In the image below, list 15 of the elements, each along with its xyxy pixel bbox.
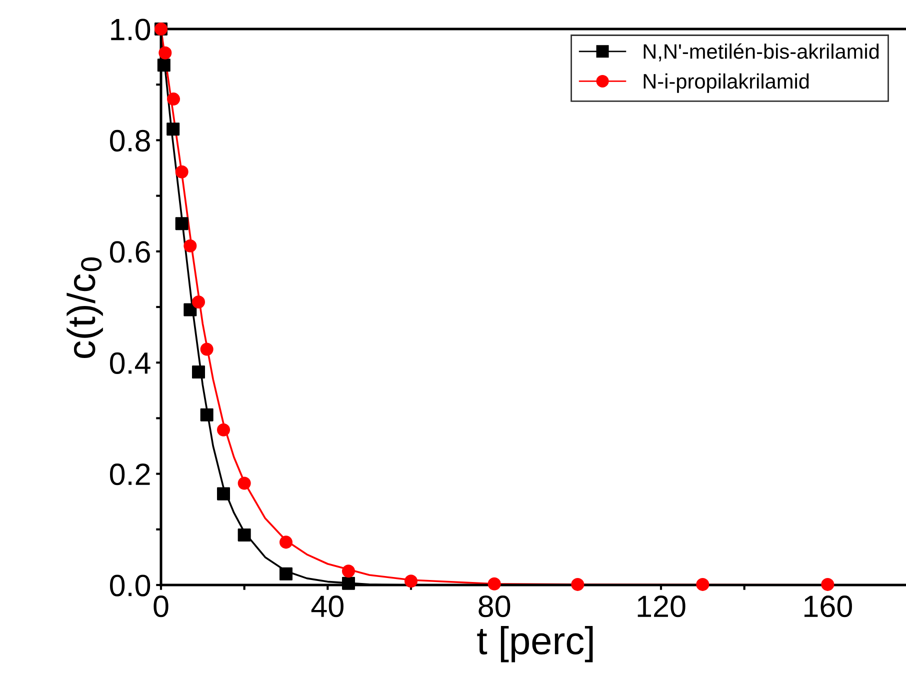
y-tick-label: 0.8 bbox=[110, 130, 150, 152]
x-tick-label: 120 bbox=[638, 596, 686, 618]
x-tick-label: 40 bbox=[311, 596, 344, 618]
y-tick-label: 0.2 bbox=[110, 464, 150, 486]
y-axis-title: c(t)/c$_{0}$ bbox=[66, 257, 103, 358]
x-axis-title: t [perc] bbox=[477, 626, 593, 662]
legend-label: N,N'-metilén-bis-akrilamid bbox=[644, 43, 879, 62]
y-tick-label: 0.6 bbox=[110, 241, 150, 263]
y-tick-label: 0.0 bbox=[110, 574, 150, 596]
legend-label: N-i-propilakrilamid bbox=[644, 73, 809, 93]
x-tick-label: 80 bbox=[478, 596, 510, 618]
y-tick-label: 1.0 bbox=[111, 18, 150, 40]
x-tick-label: 0 bbox=[154, 596, 168, 618]
x-tick-label: 160 bbox=[804, 596, 852, 618]
y-tick-label: 0.4 bbox=[110, 352, 150, 374]
